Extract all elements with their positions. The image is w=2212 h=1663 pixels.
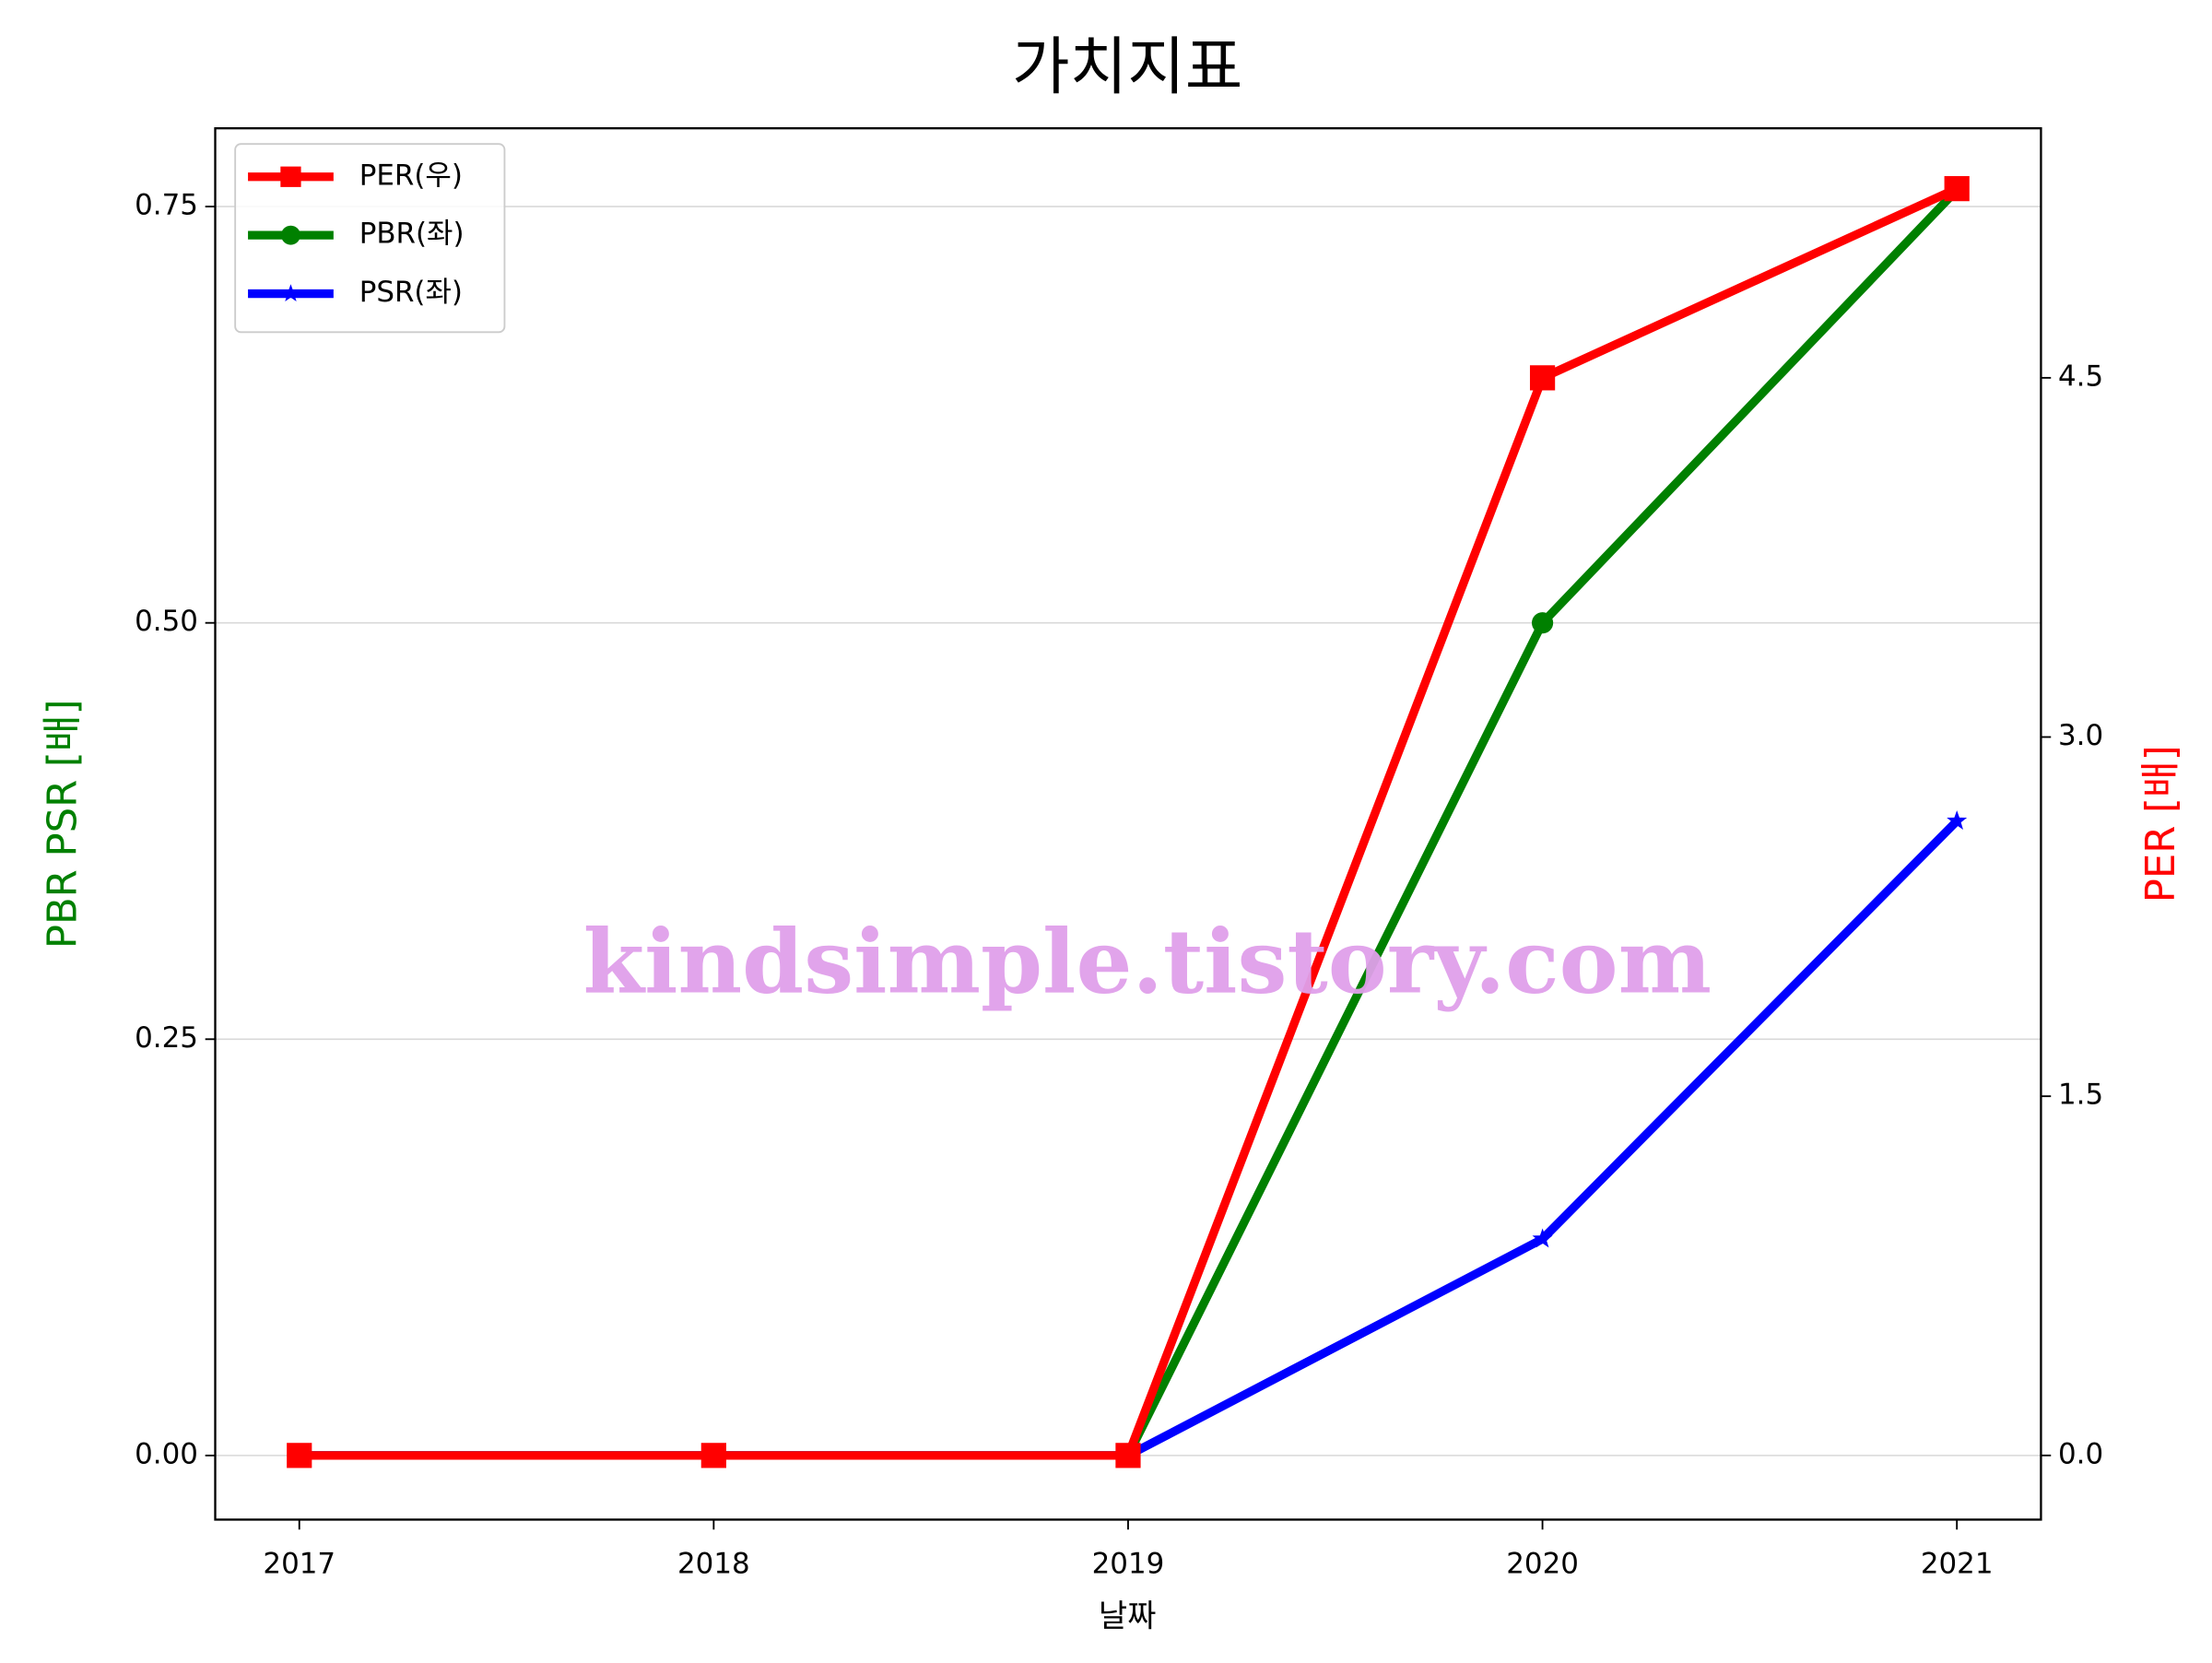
legend: PER(우) PBR(좌) PSR(좌): [234, 143, 506, 334]
chart-title: 가치지표: [1012, 31, 1242, 104]
y2-tick-label: 1.5: [2058, 1079, 2103, 1112]
marker: [1947, 810, 1968, 830]
y-tick-label: 0.50: [135, 605, 198, 638]
x-tick-label: 2019: [1092, 1547, 1165, 1580]
legend-label: PBR(좌): [359, 218, 465, 251]
y2-tick-label: 3.0: [2058, 719, 2103, 752]
marker: [1115, 1443, 1141, 1468]
marker: [1532, 1228, 1553, 1248]
marker: [287, 1443, 312, 1468]
x-tick-label: 2020: [1506, 1547, 1579, 1580]
marker: [1529, 365, 1556, 391]
marker: [1531, 612, 1554, 634]
legend-label: PER(우): [359, 159, 463, 192]
x-tick-label: 2017: [263, 1547, 335, 1580]
y2-axis-label: PER [배]: [2138, 745, 2184, 902]
legend-label: PSR(좌): [359, 276, 463, 309]
marker: [281, 284, 300, 302]
y-tick-label: 0.75: [135, 189, 198, 222]
y-tick-label: 0.00: [135, 1437, 198, 1470]
y-tick-label: 0.25: [135, 1021, 198, 1055]
y2-tick-label: 4.5: [2058, 360, 2103, 393]
y-axis-label: PBR PSR [배]: [41, 700, 87, 949]
x-axis-label: 날짜: [1099, 1598, 1157, 1635]
marker: [281, 225, 300, 245]
watermark: kindsimple.tistory.com: [583, 909, 1712, 1013]
marker: [700, 1443, 726, 1468]
x-tick-label: 2021: [1921, 1547, 1994, 1580]
plot-frame: [214, 127, 2042, 1521]
marker: [280, 166, 301, 187]
y2-tick-label: 0.0: [2058, 1437, 2103, 1470]
x-tick-label: 2018: [677, 1547, 750, 1580]
legend-box: [234, 143, 506, 334]
marker: [1944, 176, 1970, 202]
